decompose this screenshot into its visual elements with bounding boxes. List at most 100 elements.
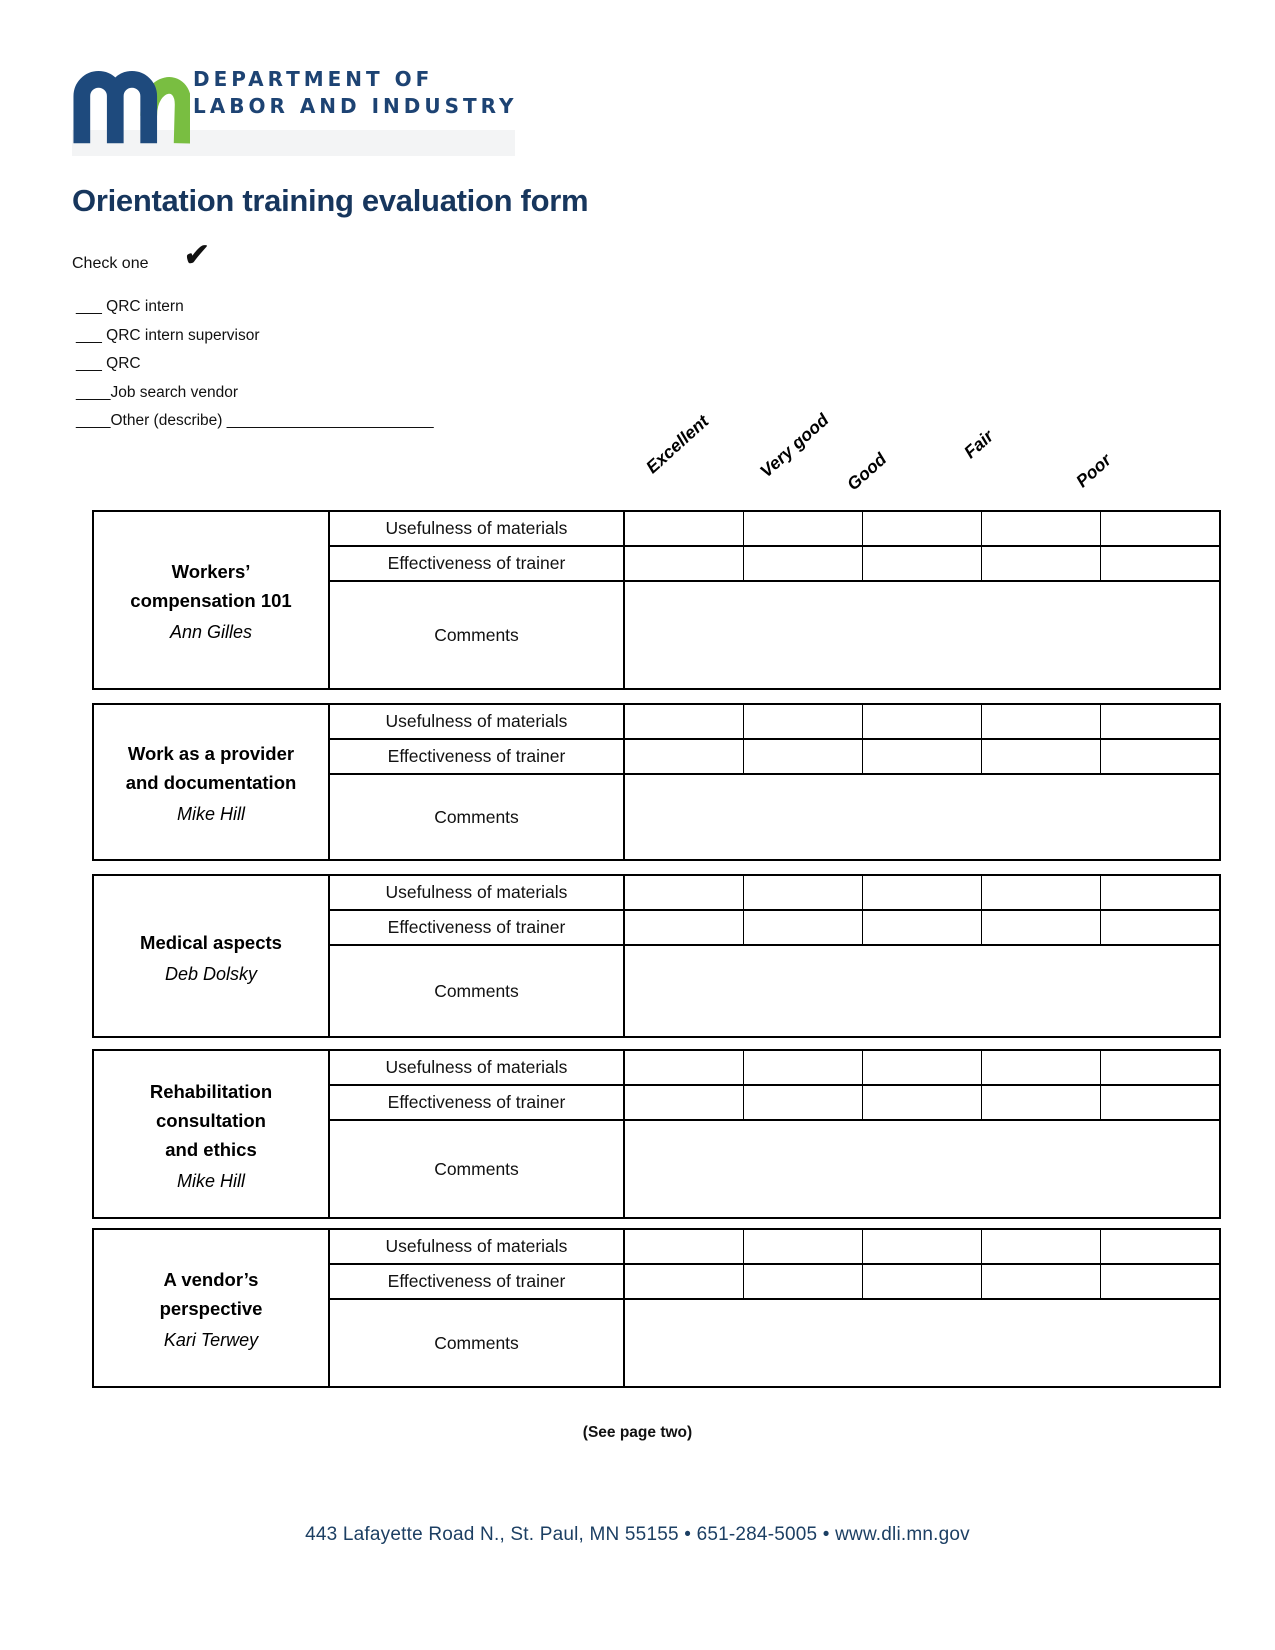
department-wordmark: DEPARTMENT OF LABOR AND INDUSTRY xyxy=(193,66,517,120)
role-checklist: ___ QRC intern ___ QRC intern supervisor… xyxy=(76,299,434,442)
rating-cell[interactable] xyxy=(623,545,744,582)
see-page-two-note: (See page two) xyxy=(582,1424,693,1441)
rating-header-excellent: Excellent xyxy=(641,410,713,478)
comments-area[interactable] xyxy=(623,1298,1221,1388)
rating-cell[interactable] xyxy=(623,909,744,946)
rating-cell[interactable] xyxy=(623,1049,744,1086)
criterion-effectiveness: Effectiveness of trainer xyxy=(328,909,625,946)
mn-logo-icon xyxy=(73,71,190,144)
rating-cell[interactable] xyxy=(742,909,863,946)
rating-cell[interactable] xyxy=(861,874,982,911)
checkmark-icon: ✔ xyxy=(182,238,211,273)
session-title: Medical aspects xyxy=(140,931,282,953)
rating-cell[interactable] xyxy=(1099,874,1221,911)
session-title: Rehabilitation consultation and ethics xyxy=(149,1080,273,1160)
rating-cell[interactable] xyxy=(980,1049,1101,1086)
rating-header-poor: Poor xyxy=(1071,449,1115,492)
wordmark-line1: DEPARTMENT OF xyxy=(193,67,434,91)
rating-cell[interactable] xyxy=(861,909,982,946)
rating-cell[interactable] xyxy=(980,510,1101,547)
rating-cell[interactable] xyxy=(623,703,744,740)
rating-cell[interactable] xyxy=(1099,703,1221,740)
criterion-usefulness: Usefulness of materials xyxy=(328,703,625,740)
rating-cell[interactable] xyxy=(742,1084,863,1121)
rating-cell[interactable] xyxy=(742,545,863,582)
role-option-other[interactable]: ____Other (describe) ___________________… xyxy=(76,412,434,429)
evaluation-table-vendors-perspective: A vendor’s perspective Kari Terwey Usefu… xyxy=(92,1228,1221,1388)
session-presenter: Deb Dolsky xyxy=(164,963,258,984)
evaluation-table-work-as-provider: Work as a provider and documentation Mik… xyxy=(92,703,1221,861)
comments-label: Comments xyxy=(328,580,625,690)
rating-cell[interactable] xyxy=(861,738,982,775)
rating-cell[interactable] xyxy=(1099,1263,1221,1300)
rating-cell[interactable] xyxy=(623,1084,744,1121)
rating-header-good: Good xyxy=(842,448,891,495)
evaluation-table-workers-compensation: Workers’ compensation 101 Ann Gilles Use… xyxy=(92,510,1221,690)
comments-label: Comments xyxy=(328,1298,625,1388)
rating-cell[interactable] xyxy=(742,1049,863,1086)
rating-cell[interactable] xyxy=(742,1263,863,1300)
criterion-effectiveness: Effectiveness of trainer xyxy=(328,1263,625,1300)
page-title: Orientation training evaluation form xyxy=(72,183,589,218)
session-title: Workers’ compensation 101 xyxy=(130,561,292,611)
rating-cell[interactable] xyxy=(1099,738,1221,775)
comments-area[interactable] xyxy=(623,944,1221,1038)
comments-area[interactable] xyxy=(623,773,1221,861)
session-label-cell: Workers’ compensation 101 Ann Gilles xyxy=(92,510,330,690)
rating-cell[interactable] xyxy=(623,510,744,547)
rating-cell[interactable] xyxy=(861,1084,982,1121)
rating-cell[interactable] xyxy=(623,1263,744,1300)
comments-label: Comments xyxy=(328,1119,625,1219)
rating-cell[interactable] xyxy=(980,1084,1101,1121)
footer-address: 443 Lafayette Road N., St. Paul, MN 5515… xyxy=(305,1524,970,1545)
role-option-qrc[interactable]: ___ QRC xyxy=(76,355,141,372)
rating-cell[interactable] xyxy=(861,1263,982,1300)
evaluation-table-medical-aspects: Medical aspects Deb Dolsky Usefulness of… xyxy=(92,874,1221,1038)
wordmark-line2: LABOR AND INDUSTRY xyxy=(193,94,518,118)
comments-area[interactable] xyxy=(623,580,1221,690)
role-option-job-search-vendor[interactable]: ____Job search vendor xyxy=(76,383,239,401)
rating-cell[interactable] xyxy=(742,1228,863,1265)
session-label-cell: Rehabilitation consultation and ethics M… xyxy=(92,1049,330,1219)
rating-cell[interactable] xyxy=(623,874,744,911)
rating-cell[interactable] xyxy=(1099,1084,1221,1121)
rating-cell[interactable] xyxy=(980,909,1101,946)
rating-cell[interactable] xyxy=(1099,1228,1221,1265)
rating-cell[interactable] xyxy=(861,545,982,582)
rating-cell[interactable] xyxy=(861,510,982,547)
rating-cell[interactable] xyxy=(980,1228,1101,1265)
rating-cell[interactable] xyxy=(1099,909,1221,946)
rating-cell[interactable] xyxy=(1099,545,1221,582)
rating-cell[interactable] xyxy=(623,1228,744,1265)
criterion-effectiveness: Effectiveness of trainer xyxy=(328,1084,625,1121)
rating-cell[interactable] xyxy=(623,738,744,775)
rating-cell[interactable] xyxy=(861,1228,982,1265)
comments-area[interactable] xyxy=(623,1119,1221,1219)
session-label-cell: Work as a provider and documentation Mik… xyxy=(92,703,330,861)
comments-label: Comments xyxy=(328,944,625,1038)
rating-cell[interactable] xyxy=(742,738,863,775)
rating-header-very-good: Very good xyxy=(755,409,833,482)
rating-cell[interactable] xyxy=(980,703,1101,740)
rating-cell[interactable] xyxy=(980,1263,1101,1300)
check-one-label: Check one xyxy=(72,255,149,272)
session-presenter: Kari Terwey xyxy=(163,1330,259,1350)
rating-cell[interactable] xyxy=(861,703,982,740)
rating-cell[interactable] xyxy=(980,545,1101,582)
session-title: A vendor’s perspective xyxy=(159,1269,263,1319)
rating-cell[interactable] xyxy=(742,874,863,911)
session-presenter: Mike Hill xyxy=(176,804,245,824)
role-option-qrc-intern[interactable]: ___ QRC intern xyxy=(76,298,184,315)
session-label-cell: A vendor’s perspective Kari Terwey xyxy=(92,1228,330,1388)
role-option-qrc-intern-supervisor[interactable]: ___ QRC intern supervisor xyxy=(76,326,260,344)
session-label-cell: Medical aspects Deb Dolsky xyxy=(92,874,330,1038)
rating-cell[interactable] xyxy=(861,1049,982,1086)
rating-cell[interactable] xyxy=(1099,510,1221,547)
criterion-usefulness: Usefulness of materials xyxy=(328,874,625,911)
session-title: Work as a provider and documentation xyxy=(125,743,297,793)
rating-cell[interactable] xyxy=(980,874,1101,911)
rating-cell[interactable] xyxy=(1099,1049,1221,1086)
rating-cell[interactable] xyxy=(742,510,863,547)
rating-cell[interactable] xyxy=(742,703,863,740)
rating-cell[interactable] xyxy=(980,738,1101,775)
